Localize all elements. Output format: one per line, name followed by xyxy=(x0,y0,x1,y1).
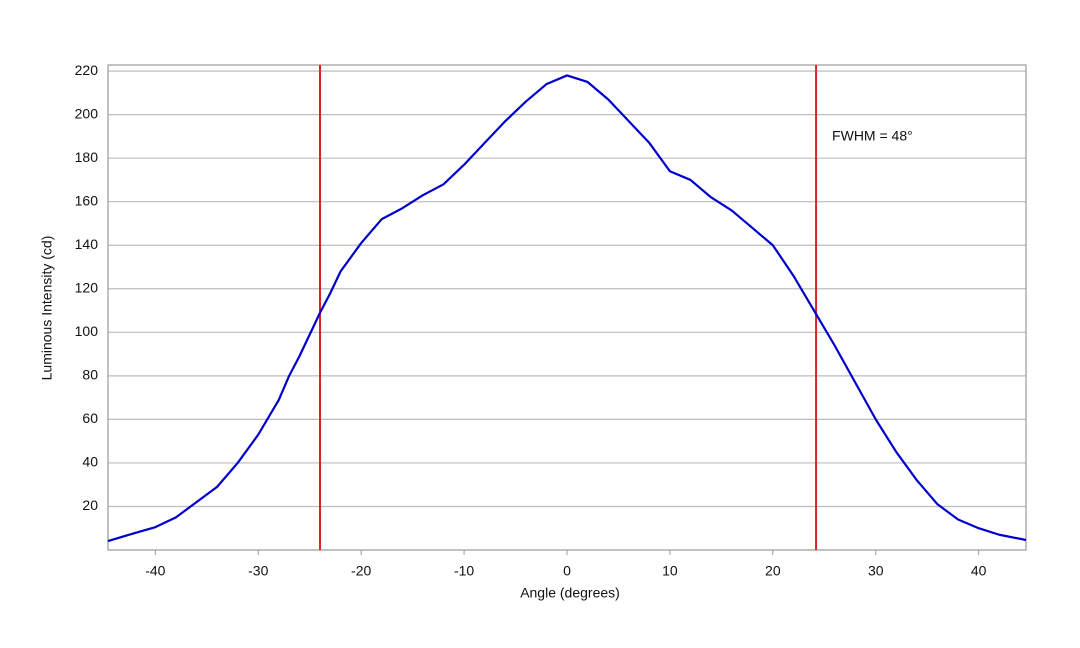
x-tick-label: -30 xyxy=(248,563,268,579)
y-tick-label: 220 xyxy=(75,62,99,78)
x-tick-label: 20 xyxy=(765,563,781,579)
y-tick-label: 60 xyxy=(82,410,98,426)
y-tick-label: 40 xyxy=(82,454,98,470)
plot-frame xyxy=(107,64,1027,551)
x-tick-label: -10 xyxy=(454,563,474,579)
x-tick-label: 30 xyxy=(868,563,884,579)
y-tick-label: 100 xyxy=(75,323,99,339)
y-tick-label: 20 xyxy=(82,497,98,513)
x-tick-label: -20 xyxy=(351,563,371,579)
x-axis-label: Angle (degrees) xyxy=(520,585,620,601)
x-tick-label: 10 xyxy=(662,563,678,579)
y-tick-label: 120 xyxy=(75,279,99,295)
annotation: FWHM = 48° xyxy=(832,128,913,144)
x-tick-label: 0 xyxy=(563,563,571,579)
y-tick-label: 180 xyxy=(75,149,99,165)
data-line xyxy=(107,74,1027,543)
y-tick-label: 140 xyxy=(75,236,99,252)
y-tick-label: 200 xyxy=(75,105,99,121)
x-tick-label: -40 xyxy=(145,563,165,579)
y-tick-label: 160 xyxy=(75,192,99,208)
y-axis-label: Luminous Intensity (cd) xyxy=(39,236,55,381)
x-tick-label: 40 xyxy=(971,563,987,579)
y-tick-label: 80 xyxy=(82,367,98,383)
